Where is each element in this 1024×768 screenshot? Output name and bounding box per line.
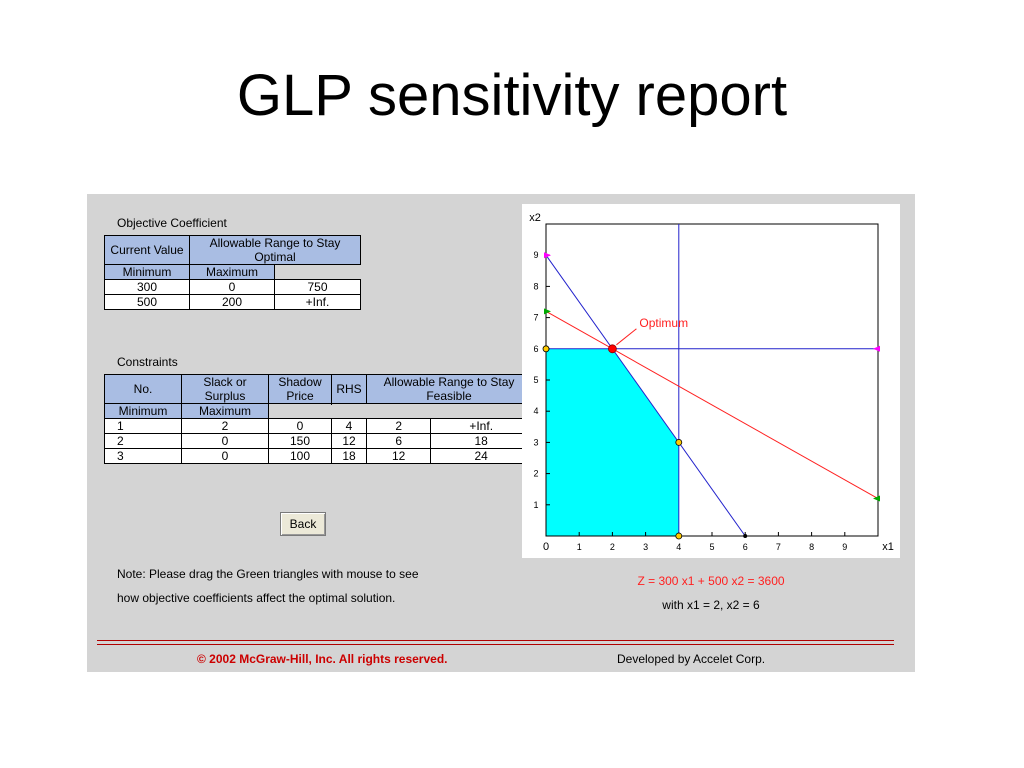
table-row: 2 0 150 12 6 18 (104, 433, 532, 449)
minimum-cell: 6 (365, 433, 432, 449)
constraint-handle-triangle[interactable] (873, 345, 880, 352)
header-maximum: Maximum (181, 403, 269, 419)
x-tick-label: 8 (809, 542, 814, 552)
header-no: No. (104, 374, 182, 404)
slide-title: GLP sensitivity report (236, 63, 788, 128)
y-tick-label: 4 (533, 406, 538, 416)
current-value-cell: 300 (104, 279, 190, 295)
back-button[interactable]: Back (280, 512, 326, 536)
shadow-price-cell: 0 (268, 418, 332, 434)
minimum-cell: 200 (189, 294, 275, 310)
objective-equation: Z = 300 x1 + 500 x2 = 3600 (637, 574, 785, 588)
y-tick-label: 5 (533, 375, 538, 385)
y-tick-label: 1 (533, 500, 538, 510)
table-row: 3 0 100 18 12 24 (104, 448, 532, 464)
note-line-1: Note: Please drag the Green triangles wi… (117, 567, 419, 581)
rhs-cell: 4 (331, 418, 367, 434)
header-shadow-price: Shadow Price (268, 374, 332, 404)
header-rhs: RHS (331, 374, 367, 404)
minimum-cell: 2 (365, 418, 432, 434)
header-allowable-range-optimal: Allowable Range to Stay Optimal (189, 235, 361, 265)
optimum-pointer (616, 328, 637, 346)
header-allowable-range-feasible: Allowable Range to Stay Feasible (366, 374, 532, 404)
table-row: 300 0 750 (104, 279, 361, 295)
x-axis-label: x1 (882, 541, 894, 553)
x-tick-label: 3 (643, 542, 648, 552)
header-minimum: Minimum (104, 264, 190, 280)
x-tick-label: 6 (743, 542, 748, 552)
current-value-cell: 500 (104, 294, 190, 310)
objective-line (545, 310, 879, 499)
shadow-price-cell: 150 (268, 433, 332, 449)
footer-divider-top (97, 640, 894, 641)
x-tick-label: 9 (842, 542, 847, 552)
shadow-price-cell: 100 (268, 448, 332, 464)
y-axis-label: x2 (529, 212, 541, 224)
header-minimum: Minimum (104, 403, 182, 419)
y-tick-label: 8 (533, 281, 538, 291)
slack-cell: 0 (181, 448, 269, 464)
constraints-table: No. Slack or Surplus Shadow Price RHS Al… (104, 374, 532, 464)
axis-intercept-point (743, 534, 748, 538)
header-slack-surplus: Slack or Surplus (181, 374, 269, 404)
y-tick-label: 9 (533, 250, 538, 260)
footer-divider-bottom (97, 644, 894, 645)
feasible-region (546, 348, 679, 536)
x-tick-label: 7 (776, 542, 781, 552)
lp-graph-svg: 0 1 2 3 4 5 6 7 8 9 1 2 3 4 5 6 7 8 9 x1 x2 Optimum (529, 212, 894, 553)
maximum-cell: 18 (430, 433, 532, 449)
slack-cell: 0 (181, 433, 269, 449)
table-row: 500 200 +Inf. (104, 294, 361, 310)
x-tick-label: 2 (610, 542, 615, 552)
vertex-point (675, 532, 683, 540)
objective-handle-left-triangle[interactable] (544, 308, 551, 315)
y-tick-label: 3 (533, 437, 538, 447)
constraint-no-cell: 2 (104, 433, 182, 449)
optimum-label: Optimum (639, 316, 688, 330)
optimum-point (608, 344, 617, 354)
note-line-2: how objective coefficients affect the op… (117, 591, 396, 605)
optimal-solution: with x1 = 2, x2 = 6 (662, 598, 760, 612)
maximum-cell: +Inf. (274, 294, 361, 310)
objective-handle-right-triangle[interactable] (873, 495, 880, 502)
y-tick-label: 7 (533, 313, 538, 323)
x-tick-label: 1 (577, 542, 582, 552)
table-row: 1 2 0 4 2 +Inf. (104, 418, 532, 434)
objective-coefficient-label: Objective Coefficient (117, 216, 227, 230)
y-tick-label: 2 (533, 469, 538, 479)
maximum-cell: 750 (274, 279, 361, 295)
y-tick-label: 6 (533, 344, 538, 354)
constraint-handle-triangle[interactable] (544, 252, 551, 259)
header-current-value: Current Value (104, 235, 190, 265)
vertex-point (542, 345, 550, 353)
constraint-no-cell: 1 (104, 418, 182, 434)
maximum-cell: +Inf. (430, 418, 532, 434)
rhs-cell: 18 (331, 448, 367, 464)
x-tick-label: 0 (543, 541, 549, 553)
x-tick-label: 4 (676, 542, 681, 552)
minimum-cell: 12 (365, 448, 432, 464)
developer-text: Developed by Accelet Corp. (617, 652, 766, 666)
vertex-point (675, 438, 683, 446)
lp-graph[interactable]: 0 1 2 3 4 5 6 7 8 9 1 2 3 4 5 6 7 8 9 x1 x2 Optimum (522, 204, 900, 558)
objective-coefficient-table: Current Value Allowable Range to Stay Op… (104, 235, 361, 310)
constraint-no-cell: 3 (104, 448, 182, 464)
header-maximum: Maximum (189, 264, 275, 280)
x-tick-label: 5 (709, 542, 714, 552)
copyright-text: © 2002 McGraw-Hill, Inc. All rights rese… (197, 652, 448, 666)
rhs-cell: 12 (331, 433, 367, 449)
minimum-cell: 0 (189, 279, 275, 295)
maximum-cell: 24 (430, 448, 532, 464)
constraints-label: Constraints (117, 355, 178, 369)
slack-cell: 2 (181, 418, 269, 434)
constraint-line (545, 254, 746, 537)
